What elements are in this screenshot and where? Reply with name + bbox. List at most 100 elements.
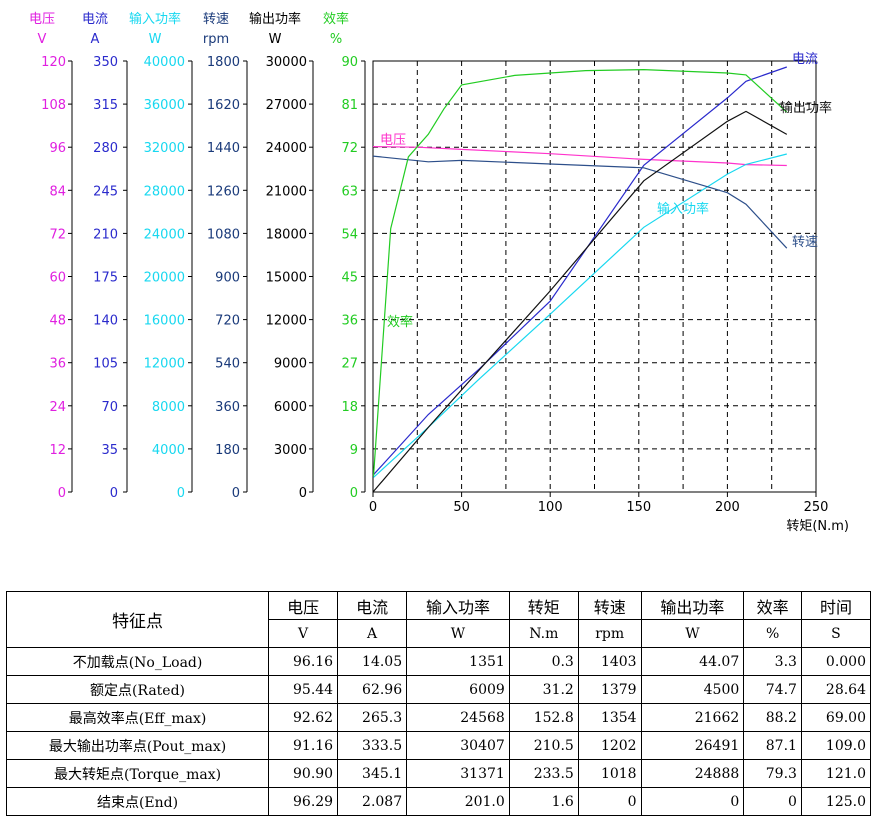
series-label: 效率 <box>387 314 413 330</box>
x-tick-label: 250 <box>804 500 829 515</box>
series-line <box>372 68 788 477</box>
unit-cell: V <box>268 619 339 648</box>
table-cell: 2.087 <box>337 787 408 816</box>
y-tick-label: 12000 <box>144 357 185 372</box>
x-tick-label: 100 <box>538 500 563 515</box>
y-tick-label: 24 <box>49 400 66 415</box>
row-name: 最大转矩点(Torque_max) <box>5 759 270 788</box>
table-cell: 1351 <box>406 647 510 676</box>
y-tick-label: 105 <box>93 357 118 372</box>
y-tick-label: 315 <box>93 98 118 113</box>
y-tick-label: 120 <box>41 55 66 70</box>
table-cell: 6009 <box>406 675 510 704</box>
y-tick-label: 4000 <box>152 443 185 458</box>
table-cell: 74.7 <box>743 675 802 704</box>
y-tick-label: 0 <box>110 486 118 501</box>
axis-unit-label: W <box>269 32 282 47</box>
plot-grid: 0 50 100 150 200 250 转矩(N.m) <box>369 60 849 534</box>
y-tick-label: 360 <box>215 400 240 415</box>
series-line <box>372 155 788 249</box>
y-tick-label: 280 <box>93 141 118 156</box>
y-tick-label: 1440 <box>207 141 240 156</box>
y-tick-label: 12 <box>49 443 66 458</box>
table-cell: 0 <box>577 787 642 816</box>
table-cell: 24888 <box>640 759 745 788</box>
table-cell: 121.0 <box>800 759 872 788</box>
series-label: 输入功率 <box>657 201 709 217</box>
unit-cell: W <box>406 619 510 648</box>
y-tick-label: 175 <box>93 271 118 286</box>
table-cell: 21662 <box>640 703 745 732</box>
y-tick-label: 24000 <box>144 227 185 242</box>
table-cell: 125.0 <box>800 787 872 816</box>
row-name: 最大输出功率点(Pout_max) <box>5 731 270 760</box>
unit-cell: A <box>337 619 408 648</box>
column-header: 输出功率 <box>640 591 745 620</box>
x-tick-label: 200 <box>715 500 740 515</box>
axis-name-label: 输出功率 <box>249 11 301 27</box>
row-name: 结束点(End) <box>5 787 270 816</box>
table-cell: 87.1 <box>743 731 802 760</box>
table-row: 最高效率点(Eff_max) 92.62 265.3 24568 152.8 1… <box>5 703 872 732</box>
y-tick-label: 45 <box>341 271 358 286</box>
table-cell: 201.0 <box>406 787 510 816</box>
row-name: 额定点(Rated) <box>5 675 270 704</box>
y-tick-label: 20000 <box>144 271 185 286</box>
unit-cell: % <box>743 619 802 648</box>
axis-name-label: 转速 <box>203 12 229 27</box>
table-cell: 90.90 <box>268 759 339 788</box>
table-cell: 96.29 <box>268 787 339 816</box>
y-tick-label: 108 <box>41 98 66 113</box>
y-tick-label: 30000 <box>266 55 307 70</box>
y-tick-label: 1620 <box>207 98 240 113</box>
y-tick-label: 36000 <box>144 98 185 113</box>
table-cell: 95.44 <box>268 675 339 704</box>
y-tick-label: 0 <box>350 486 358 501</box>
table-cell: 88.2 <box>743 703 802 732</box>
table-cell: 30407 <box>406 731 510 760</box>
table-cell: 91.16 <box>268 731 339 760</box>
y-tick-label: 6000 <box>274 400 307 415</box>
row-name: 最高效率点(Eff_max) <box>5 703 270 732</box>
y-tick-label: 96 <box>49 141 66 156</box>
table-cell: 1018 <box>577 759 642 788</box>
y-tick-label: 36 <box>49 357 66 372</box>
table-cell: 31371 <box>406 759 510 788</box>
y-tick-label: 1800 <box>207 55 240 70</box>
y-tick-label: 90 <box>341 55 358 70</box>
table-cell: 31.2 <box>508 675 579 704</box>
y-tick-label: 1260 <box>207 184 240 199</box>
table-cell: 109.0 <box>800 731 872 760</box>
table-cell: 345.1 <box>337 759 408 788</box>
y-tick-label: 36 <box>341 314 358 329</box>
column-header: 转速 <box>577 591 642 620</box>
y-tick-label: 72 <box>341 141 358 156</box>
column-header: 电流 <box>337 591 408 620</box>
table-cell: 1379 <box>577 675 642 704</box>
table-cell: 152.8 <box>508 703 579 732</box>
table-row: 不加载点(No_Load) 96.16 14.05 1351 0.3 1403 … <box>5 647 872 676</box>
table-cell: 1403 <box>577 647 642 676</box>
column-header: 转矩 <box>508 591 579 620</box>
column-header: 电压 <box>268 591 339 620</box>
table-cell: 265.3 <box>337 703 408 732</box>
y-tick-label: 540 <box>215 357 240 372</box>
series-label: 电流 <box>792 52 818 67</box>
table-row: 最大转矩点(Torque_max) 90.90 345.1 31371 233.… <box>5 759 872 788</box>
y-tick-label: 210 <box>93 227 118 242</box>
y-tick-label: 32000 <box>144 141 185 156</box>
series-line <box>373 66 787 476</box>
y-tick-label: 48 <box>49 314 66 329</box>
table-cell: 1202 <box>577 731 642 760</box>
series-lines <box>372 66 788 492</box>
table-row: 结束点(End) 96.29 2.087 201.0 1.6 0 0 0 125… <box>5 787 872 816</box>
y-tick-label: 15000 <box>266 271 307 286</box>
y-tick-label: 72 <box>49 227 66 242</box>
y-axes: 电压 V 0 12 24 36 48 60 72 84 96 108 120 电流 A 0 35 70 105 140… <box>29 11 366 501</box>
table-cell: 0 <box>640 787 745 816</box>
y-tick-label: 27000 <box>266 98 307 113</box>
y-tick-label: 18000 <box>266 227 307 242</box>
y-tick-label: 180 <box>215 443 240 458</box>
table-cell: 210.5 <box>508 731 579 760</box>
axis-name-label: 输入功率 <box>129 11 181 27</box>
